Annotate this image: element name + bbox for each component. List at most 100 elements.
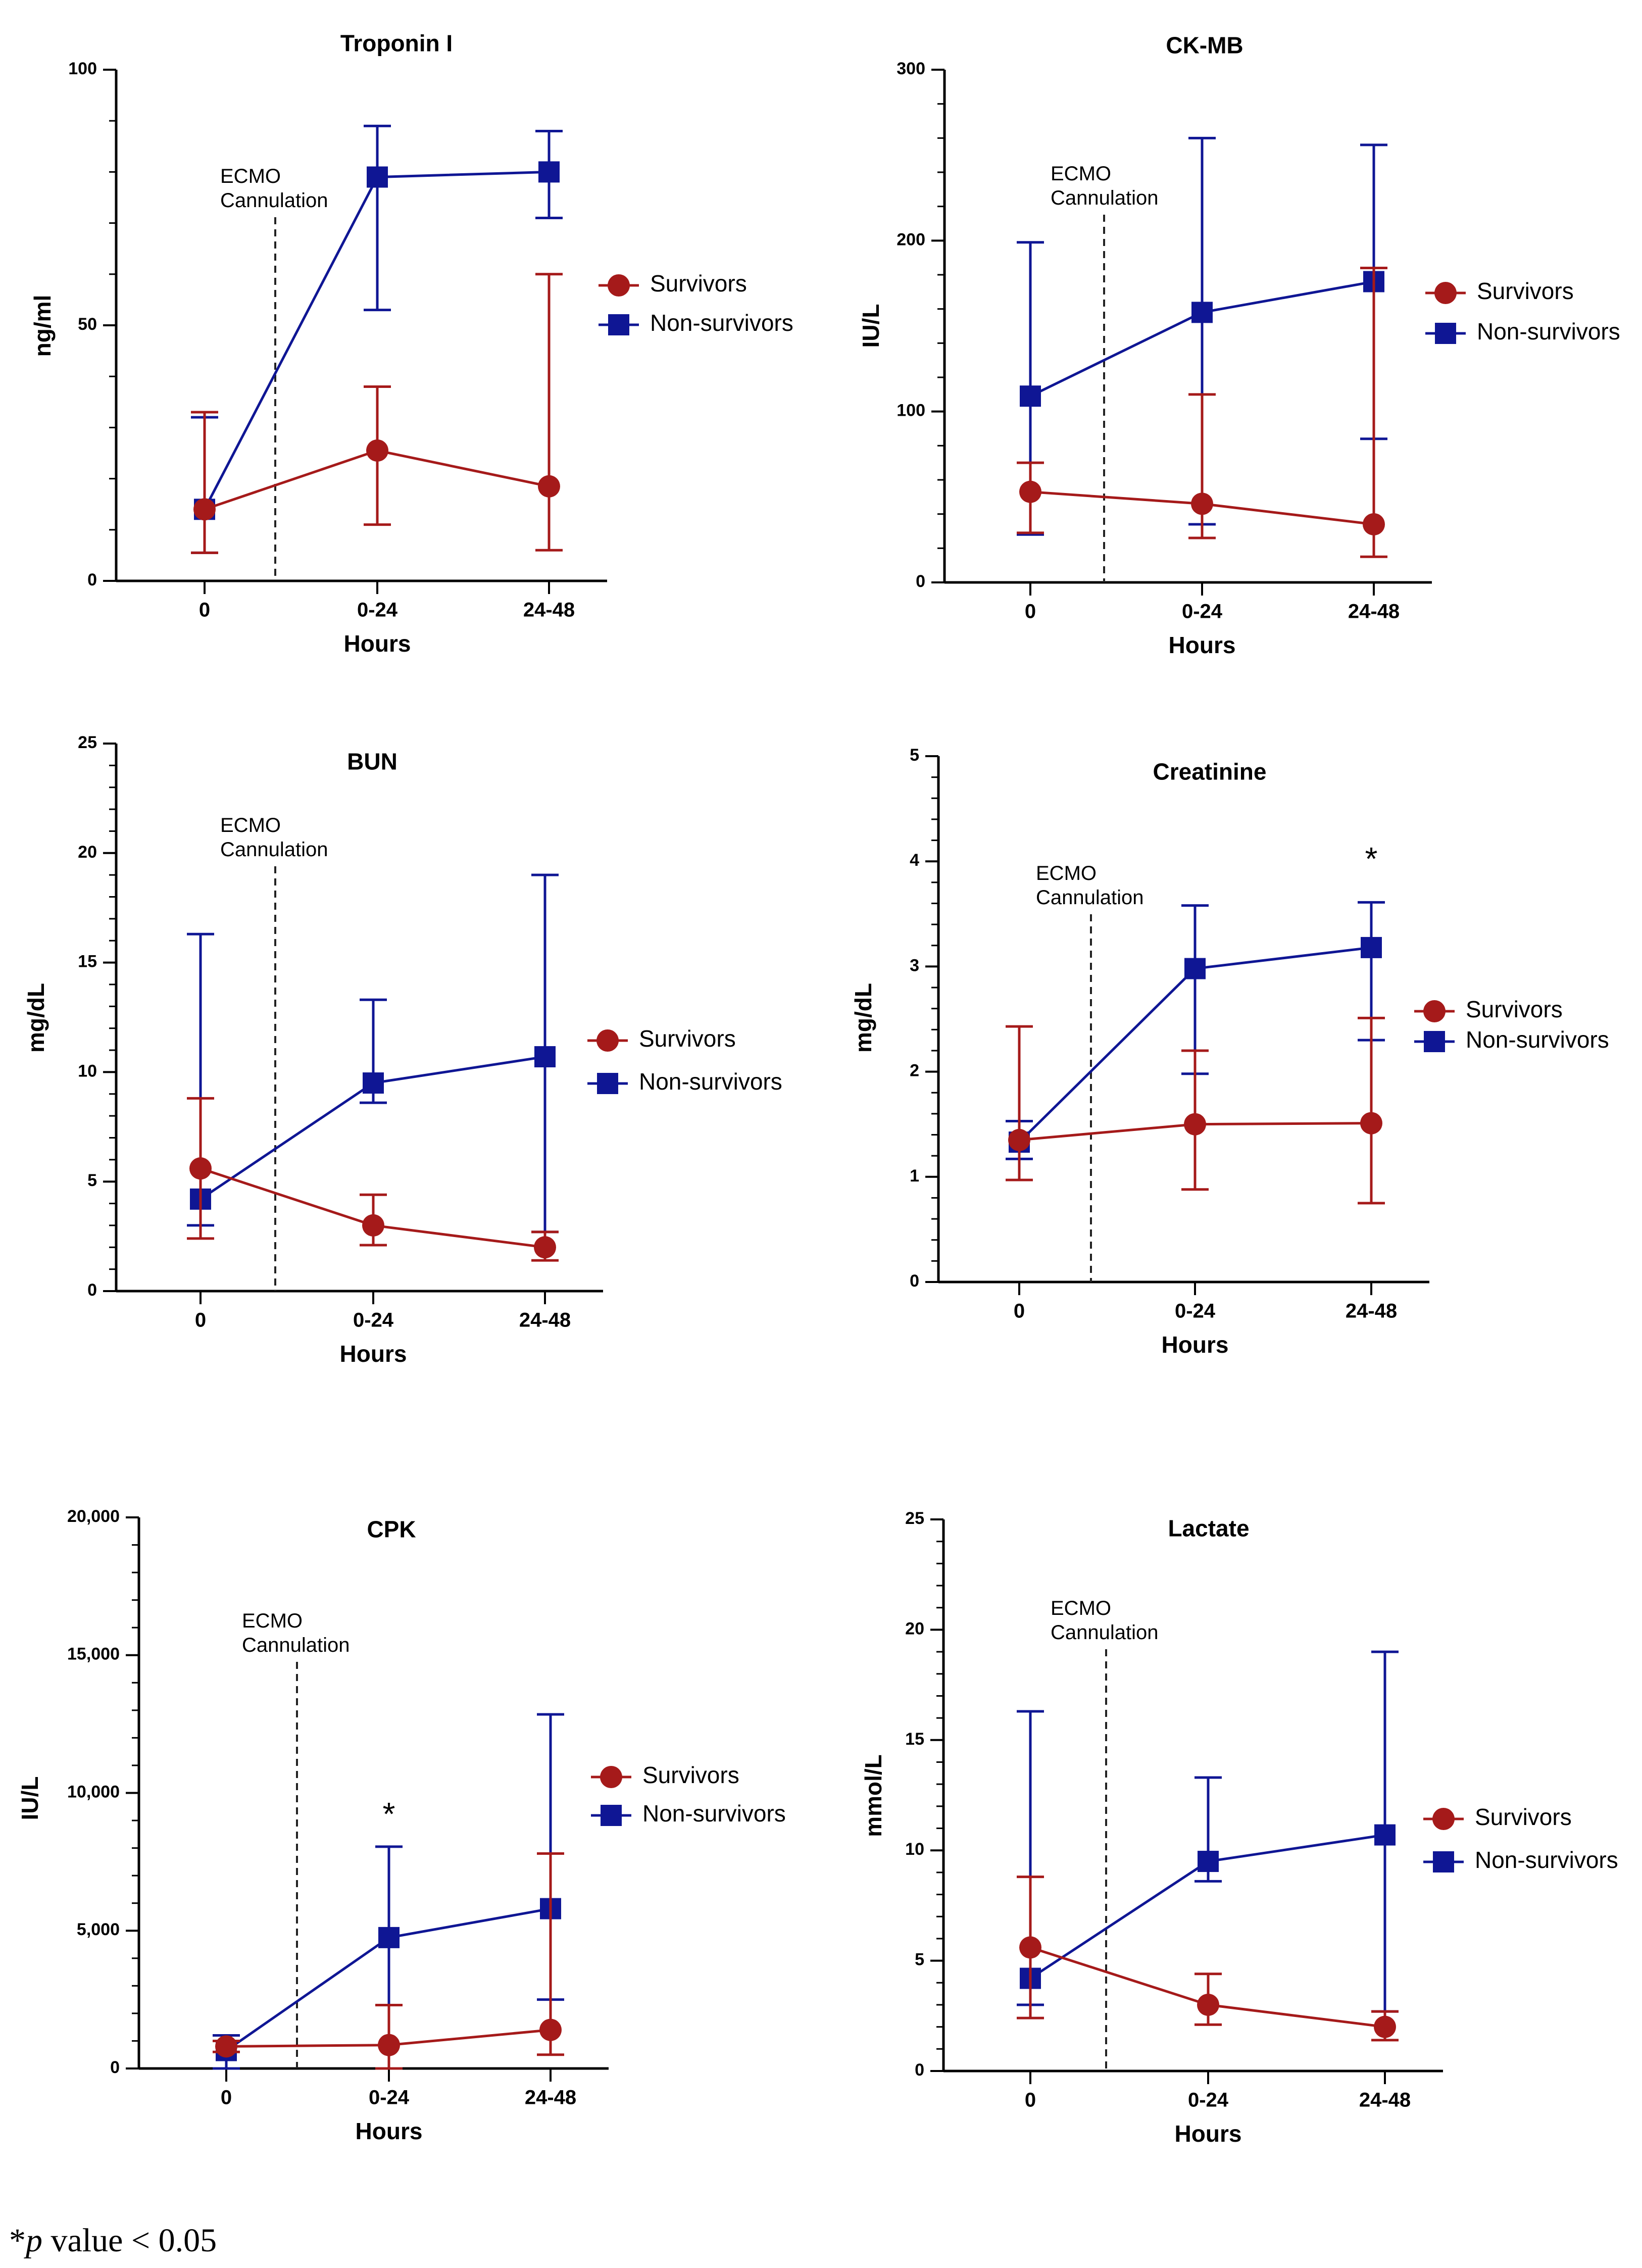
y-tick-label: 10 <box>78 1061 97 1080</box>
data-point-survivors <box>378 2034 400 2056</box>
x-axis-label: Hours <box>344 630 411 657</box>
x-axis-label: Hours <box>1175 2121 1242 2147</box>
annotation-line2: Cannulation <box>220 839 328 861</box>
y-tick-label: 50 <box>78 315 97 334</box>
legend-marker-non-survivors <box>1424 1031 1445 1052</box>
chart-panel: BUN 0 5 10 15 20 25 0 0-24 24-48 Hours mg/dL ECMO Can… <box>23 733 782 1367</box>
chart-title: CK-MB <box>1166 32 1243 59</box>
annotation-line1: ECMO <box>1051 163 1111 185</box>
legend-label: Survivors <box>1475 1804 1572 1830</box>
legend-marker-survivors <box>608 274 630 297</box>
legend-label: Non-survivors <box>650 310 793 336</box>
y-tick-label: 15,000 <box>67 1645 120 1664</box>
annotation-line1: ECMO <box>1036 862 1097 884</box>
chart-title: CPK <box>367 1516 416 1543</box>
annotation-line2: Cannulation <box>242 1634 350 1656</box>
y-tick-label: 20 <box>78 843 97 862</box>
data-point-survivors <box>1363 513 1385 535</box>
data-point-non-survivors <box>378 1927 400 1948</box>
x-tick-label: 24-48 <box>1346 1300 1397 1322</box>
data-point-survivors <box>1191 492 1213 515</box>
legend-marker-non-survivors <box>597 1073 618 1094</box>
x-tick-label: 24-48 <box>519 1309 571 1332</box>
legend-marker-survivors <box>1423 1000 1446 1022</box>
y-tick-label: 200 <box>897 230 925 249</box>
y-tick-label: 20,000 <box>67 1507 120 1526</box>
chart-title: Troponin I <box>340 30 453 57</box>
legend-marker-non-survivors <box>601 1805 622 1826</box>
chart-title: Creatinine <box>1153 759 1267 785</box>
y-tick-label: 20 <box>905 1619 924 1638</box>
x-tick-label: 0-24 <box>357 599 398 621</box>
x-tick-label: 0 <box>221 2087 232 2109</box>
y-tick-label: 5 <box>910 746 919 765</box>
chart-panel: CPK 0 5,000 10,000 15,000 20,000 0 0-24 24-48 Hou… <box>17 1507 786 2144</box>
y-tick-label: 5 <box>87 1171 97 1190</box>
y-tick-label: 10 <box>905 1840 924 1859</box>
legend-label: Non-survivors <box>1477 318 1620 344</box>
x-tick-label: 0 <box>199 599 210 621</box>
data-point-non-survivors <box>363 1072 384 1094</box>
chart-panel: CK-MB 0 100 200 300 0 0-24 24-48 Hours IU/L ECMOCa… <box>858 32 1620 659</box>
y-tick-label: 0 <box>915 2060 924 2080</box>
legend-marker-survivors <box>1434 282 1457 304</box>
data-point-survivors <box>193 498 216 521</box>
y-tick-label: 1 <box>910 1166 919 1186</box>
legend-label: Non-survivors <box>639 1068 782 1095</box>
x-axis-label: Hours <box>340 1341 407 1367</box>
x-tick-label: 24-48 <box>1348 601 1400 623</box>
data-point-survivors <box>534 1236 556 1259</box>
footnote-text: value < 0.05 <box>42 2222 217 2259</box>
chart-panel: Lactate 0 5 10 15 20 25 0 0-24 24-48 Hours mmol/L EC… <box>860 1509 1618 2147</box>
x-tick-label: 24-48 <box>1359 2089 1411 2111</box>
legend-marker-survivors <box>600 1766 622 1788</box>
y-tick-label: 0 <box>110 2058 120 2077</box>
data-point-survivors <box>362 1214 384 1237</box>
y-axis-label: ng/ml <box>29 295 56 357</box>
chart-panel: Creatinine 0 1 2 3 4 5 0 0-24 24-48 Hours mg/dL ECMO… <box>850 746 1609 1358</box>
data-point-survivors <box>1008 1128 1030 1151</box>
data-point-non-survivors <box>1020 385 1041 407</box>
y-tick-label: 3 <box>910 956 919 975</box>
data-point-non-survivors <box>534 1046 556 1068</box>
data-point-survivors <box>539 2018 562 2041</box>
y-tick-label: 0 <box>87 570 97 589</box>
x-tick-label: 24-48 <box>523 599 575 621</box>
y-tick-label: 100 <box>68 59 97 78</box>
footnote-p: p <box>26 2222 42 2259</box>
x-tick-label: 24-48 <box>525 2087 576 2109</box>
y-tick-label: 0 <box>916 572 925 591</box>
data-point-non-survivors <box>367 166 388 188</box>
legend-label: Survivors <box>1477 278 1574 304</box>
y-tick-label: 100 <box>897 401 925 420</box>
legend-label: Non-survivors <box>642 1800 786 1827</box>
legend-marker-non-survivors <box>608 314 629 335</box>
significance-star: * <box>383 1796 395 1832</box>
legend-marker-non-survivors <box>1433 1851 1454 1872</box>
x-tick-label: 0-24 <box>1182 601 1223 623</box>
y-tick-label: 5,000 <box>77 1920 120 1939</box>
x-tick-label: 0-24 <box>1188 2089 1229 2111</box>
significance-star: * <box>1365 841 1378 877</box>
x-tick-label: 0 <box>1025 2089 1036 2111</box>
data-point-non-survivors <box>1184 958 1206 979</box>
chart-panel: Troponin I 0 50 100 0 0-24 24-48 Hours ng/ml ECMO… <box>29 30 793 657</box>
annotation-line1: ECMO <box>220 165 281 187</box>
data-point-survivors <box>1184 1113 1206 1136</box>
legend-label: Survivors <box>642 1762 739 1788</box>
data-point-survivors <box>1019 1936 1041 1959</box>
y-tick-label: 25 <box>78 733 97 752</box>
data-point-non-survivors <box>1198 1851 1219 1872</box>
y-tick-label: 300 <box>897 59 925 78</box>
x-tick-label: 0-24 <box>1175 1300 1216 1322</box>
legend-marker-survivors <box>596 1029 619 1052</box>
y-axis-label: IU/L <box>17 1777 43 1820</box>
annotation-line1: ECMO <box>242 1610 303 1632</box>
data-point-non-survivors <box>1361 936 1382 958</box>
data-point-survivors <box>1019 480 1041 503</box>
y-tick-label: 15 <box>905 1730 924 1749</box>
y-tick-label: 0 <box>87 1280 97 1300</box>
data-point-non-survivors <box>1191 302 1213 323</box>
annotation-line1: ECMO <box>1051 1597 1111 1619</box>
